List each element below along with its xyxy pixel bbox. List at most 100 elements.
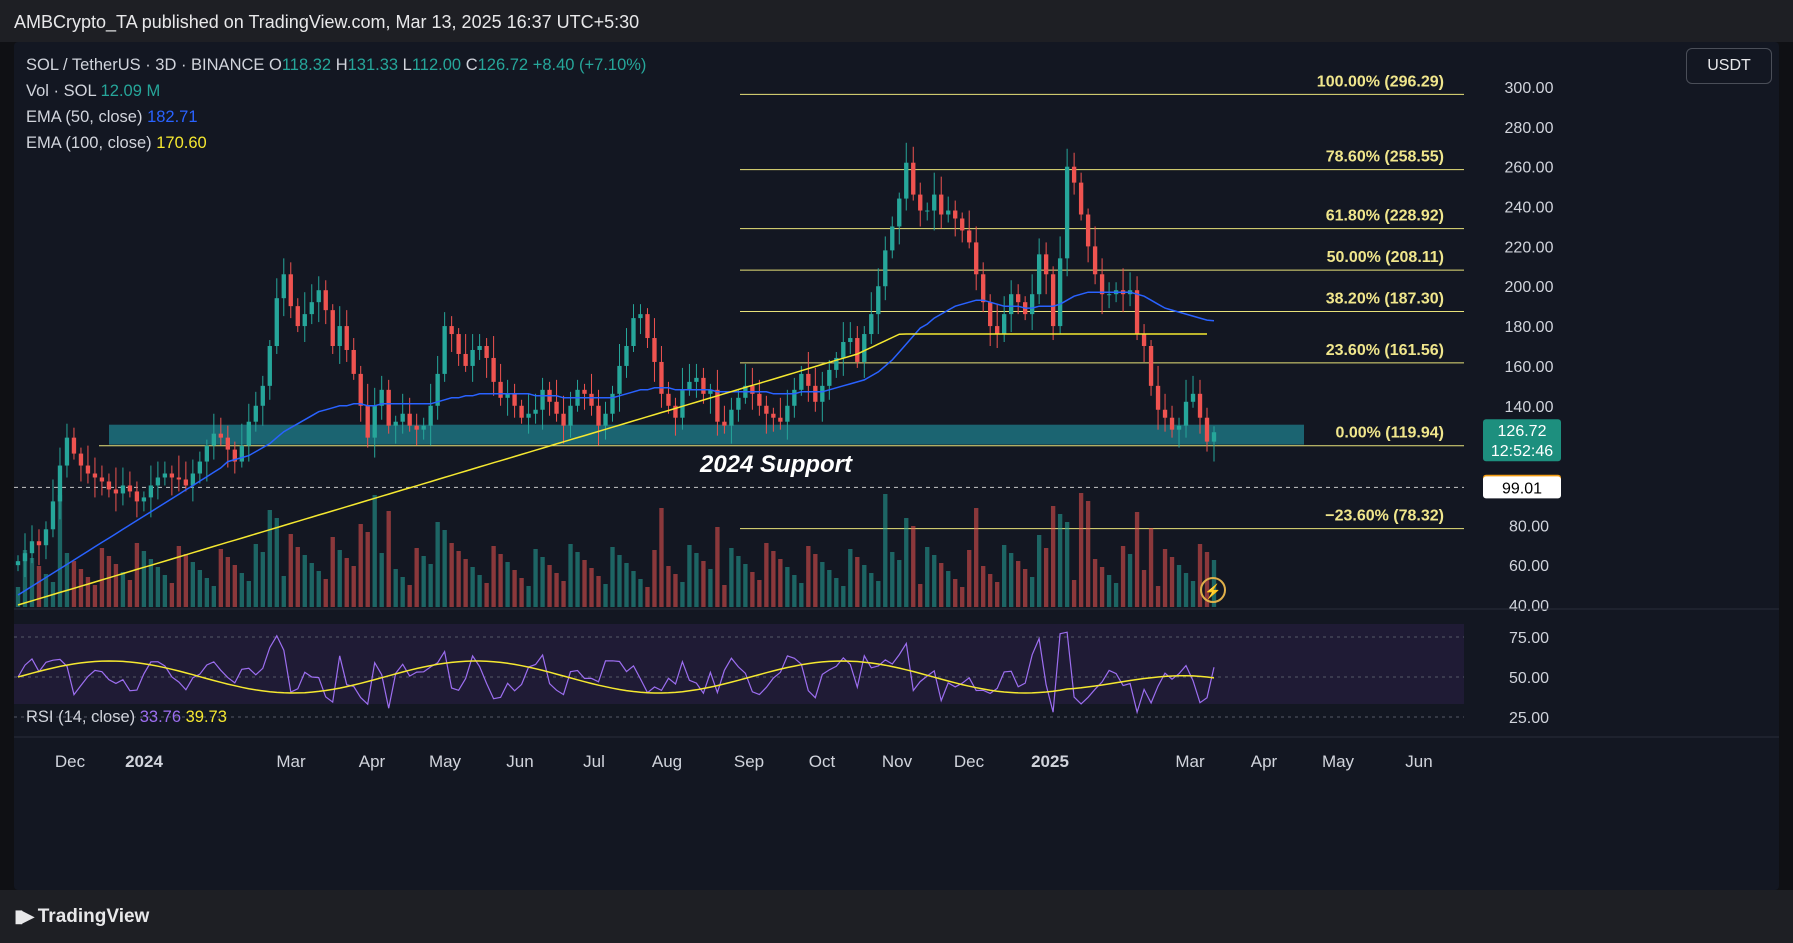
- candle-body: [589, 393, 594, 406]
- volume-bar: [946, 571, 951, 607]
- candle-body: [1057, 258, 1063, 327]
- x-axis-tick: Aug: [652, 752, 682, 771]
- candle-body: [1162, 409, 1168, 418]
- fib-label: 50.00% (208.11): [1327, 249, 1444, 266]
- candle-body: [127, 485, 133, 492]
- volume-bar: [190, 562, 196, 607]
- volume-bar: [1106, 575, 1112, 607]
- volume-bar: [743, 564, 748, 607]
- candle-body: [897, 198, 902, 227]
- volume-bar: [379, 553, 384, 607]
- candle-body: [491, 357, 496, 382]
- support-zone: [109, 424, 1304, 445]
- change-value: +8.40 (+7.10%): [532, 56, 647, 74]
- candle-body: [176, 477, 182, 480]
- volume-bar: [715, 527, 720, 607]
- volume-bar: [421, 556, 426, 607]
- volume-bar: [71, 561, 77, 607]
- price-chart[interactable]: 100.00% (296.29) 78.60% (258.55) 61.80% (2…: [14, 42, 1779, 890]
- fib-label: 23.60% (161.56): [1326, 342, 1444, 359]
- candle-body: [1155, 385, 1161, 410]
- volume-bar: [85, 577, 91, 607]
- volume-bar: [15, 587, 21, 607]
- volume-bar: [554, 573, 559, 607]
- volume-bar: [162, 575, 168, 607]
- candle-body: [645, 314, 650, 339]
- candle-body: [841, 342, 846, 358]
- candle-body: [57, 465, 63, 502]
- volume-bar: [470, 567, 475, 607]
- y-axis-tick: 80.00: [1509, 518, 1549, 535]
- volume-bar: [806, 546, 811, 607]
- volume-bar: [29, 558, 35, 607]
- candle-body: [617, 365, 622, 394]
- volume-bar: [120, 572, 126, 607]
- volume-bar: [820, 562, 825, 607]
- candle-body: [421, 425, 426, 430]
- volume-bar: [666, 566, 671, 607]
- last-price-badge-bg: [1483, 419, 1561, 462]
- candle-body: [1002, 314, 1007, 335]
- candle-body: [666, 393, 671, 406]
- volume-bar: [127, 580, 133, 607]
- volume-bar: [855, 557, 860, 607]
- y-axis-tick: 140.00: [1505, 399, 1554, 416]
- rsi-label[interactable]: RSI (14, close): [26, 708, 136, 726]
- volume-bar: [155, 567, 161, 607]
- x-axis-tick: Sep: [734, 752, 764, 771]
- candle-body: [533, 409, 538, 414]
- candle-body: [393, 421, 398, 426]
- symbol-label[interactable]: SOL / TetherUS · 3D · BINANCE: [26, 56, 265, 74]
- y-axis-tick: 300.00: [1505, 80, 1554, 97]
- candle-body: [1204, 417, 1210, 442]
- candle-body: [330, 310, 335, 346]
- candle-body: [225, 437, 230, 450]
- y-axis-tick: 160.00: [1505, 359, 1554, 376]
- x-axis-tick: 2024: [125, 752, 163, 771]
- candle-body: [582, 389, 587, 394]
- volume-bar: [1064, 522, 1070, 607]
- brand-name: TradingView: [37, 906, 150, 927]
- candle-body: [995, 326, 1000, 335]
- volume-bar: [218, 549, 223, 607]
- volume-bar: [1176, 565, 1182, 607]
- volume-bar: [358, 524, 363, 607]
- volume-bar: [1197, 544, 1203, 607]
- volume-bar: [785, 567, 790, 607]
- volume-bar: [344, 558, 349, 607]
- volume-bar: [1162, 549, 1168, 607]
- candle-body: [274, 298, 279, 346]
- candle-body: [316, 290, 321, 303]
- candle-body: [1085, 214, 1091, 247]
- volume-bar: [750, 572, 755, 607]
- volume-bar: [211, 586, 217, 607]
- x-axis-tick: Dec: [55, 752, 86, 771]
- candle-body: [1183, 401, 1189, 426]
- y-axis-tick: 240.00: [1505, 200, 1554, 217]
- candle-body: [1148, 346, 1154, 386]
- candle-body: [624, 346, 629, 366]
- candle-body: [708, 389, 713, 394]
- candle-body: [799, 373, 804, 390]
- chart-panel[interactable]: 100.00% (296.29) 78.60% (258.55) 61.80% (2…: [14, 42, 1779, 890]
- ema50-label[interactable]: EMA (50, close): [26, 108, 143, 126]
- ema100-label[interactable]: EMA (100, close): [26, 134, 152, 152]
- tradingview-logo[interactable]: ▮▶ TradingView: [14, 906, 149, 928]
- volume-bar: [617, 555, 622, 607]
- currency-button[interactable]: USDT: [1686, 48, 1772, 84]
- volume-bar: [778, 559, 783, 607]
- volume-bar: [267, 510, 272, 607]
- candle-body: [463, 353, 468, 366]
- volume-bar: [736, 556, 741, 607]
- volume-bar: [694, 553, 699, 607]
- volume-label[interactable]: Vol · SOL: [26, 82, 97, 100]
- volume-bar: [36, 566, 42, 607]
- volume-bar: [365, 532, 370, 607]
- volume-bar: [113, 564, 119, 607]
- rsi-legend: RSI (14, close) 33.76 39.73: [26, 708, 227, 727]
- volume-bar: [491, 546, 496, 607]
- candle-body: [134, 491, 140, 502]
- fib-label: 0.00% (119.94): [1335, 425, 1444, 442]
- volume-bar: [43, 574, 49, 607]
- high-value: 131.33: [347, 56, 399, 74]
